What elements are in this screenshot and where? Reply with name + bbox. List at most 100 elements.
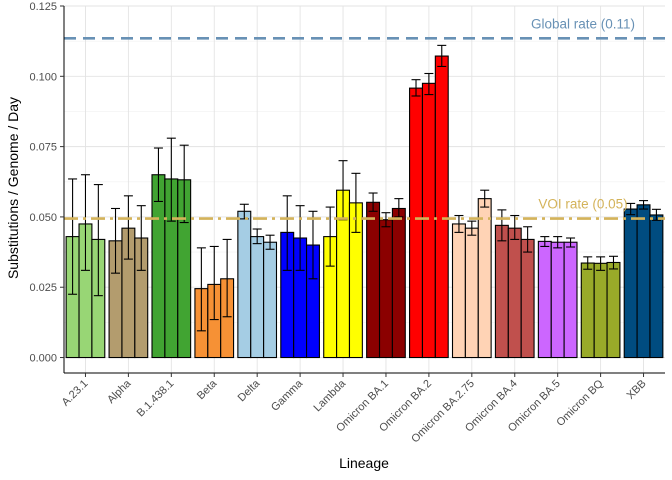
bar bbox=[550, 241, 565, 359]
bar bbox=[649, 214, 664, 359]
x-tick-label: Beta bbox=[195, 377, 220, 402]
error-bar bbox=[437, 44, 447, 68]
x-tick-label: Gamma bbox=[269, 377, 306, 414]
error-bar bbox=[68, 178, 78, 295]
reference-line-label: Global rate (0.11) bbox=[531, 16, 635, 31]
x-axis-title: Lineage bbox=[339, 455, 389, 471]
error-bar bbox=[196, 247, 206, 332]
y-tick-label: 0.075 bbox=[29, 142, 57, 154]
error-bar bbox=[295, 205, 305, 271]
error-bar bbox=[608, 255, 618, 270]
error-bar bbox=[136, 205, 146, 271]
reference-line-label: VOI rate (0.05) bbox=[538, 197, 627, 212]
bar bbox=[409, 87, 424, 359]
error-bar bbox=[480, 189, 490, 208]
error-bar bbox=[282, 195, 292, 271]
bar-group bbox=[623, 200, 664, 359]
bar bbox=[151, 174, 166, 359]
error-bar bbox=[265, 234, 275, 250]
y-tick-label: 0.025 bbox=[29, 282, 57, 294]
error-bar bbox=[566, 237, 576, 248]
error-bar bbox=[351, 172, 361, 233]
bar bbox=[263, 241, 278, 359]
error-bar bbox=[626, 202, 636, 216]
bar-group bbox=[237, 203, 278, 359]
bar bbox=[477, 198, 492, 359]
x-tick-label: XBB bbox=[625, 378, 649, 402]
error-bar bbox=[394, 198, 404, 218]
error-bar bbox=[523, 226, 533, 253]
bar-group bbox=[537, 236, 578, 359]
x-tick-label: Omicron BQ bbox=[554, 377, 606, 429]
bar bbox=[237, 210, 252, 359]
error-bar bbox=[93, 184, 103, 297]
bar bbox=[606, 261, 621, 359]
bar-group bbox=[409, 44, 449, 359]
error-bar bbox=[411, 79, 421, 97]
bar-group bbox=[366, 192, 406, 359]
bar bbox=[391, 207, 406, 359]
bar bbox=[636, 204, 651, 359]
bar-group bbox=[280, 195, 320, 359]
bar-group bbox=[580, 255, 621, 359]
bar bbox=[250, 236, 265, 359]
bars bbox=[65, 44, 664, 359]
error-bar bbox=[368, 192, 378, 212]
bar-group bbox=[494, 209, 535, 359]
error-bar bbox=[424, 72, 434, 96]
bar bbox=[434, 55, 449, 359]
bar bbox=[623, 208, 638, 359]
x-tick-label: B.1.438.1 bbox=[135, 378, 177, 420]
error-bar bbox=[596, 256, 606, 271]
error-bar bbox=[454, 214, 464, 233]
bar-group bbox=[194, 238, 235, 359]
bar-group bbox=[151, 137, 192, 359]
x-tick-label: Delta bbox=[236, 377, 263, 404]
bar bbox=[421, 82, 436, 359]
error-bar bbox=[639, 200, 649, 210]
y-axis-title: Substitutions / Genome / Day bbox=[5, 97, 21, 279]
y-tick-label: 0.050 bbox=[29, 212, 57, 224]
error-bar bbox=[325, 206, 335, 267]
bar bbox=[366, 201, 381, 359]
y-tick-label: 0.100 bbox=[29, 71, 57, 83]
error-bar bbox=[467, 220, 477, 236]
bar bbox=[563, 241, 578, 359]
bar bbox=[494, 224, 509, 359]
error-bar bbox=[510, 214, 520, 240]
error-bar bbox=[497, 209, 507, 242]
bar bbox=[537, 240, 552, 359]
bar bbox=[593, 262, 608, 359]
x-tick-label: Lambda bbox=[312, 377, 349, 414]
bar-group bbox=[108, 195, 149, 359]
reference-lines: Global rate (0.11) VOI rate (0.05) bbox=[64, 16, 665, 220]
error-bar bbox=[381, 212, 391, 228]
bar-group bbox=[323, 160, 363, 359]
error-bar bbox=[80, 174, 90, 271]
y-tick-label: 0.125 bbox=[29, 1, 57, 13]
error-bar bbox=[111, 207, 121, 274]
error-bar bbox=[153, 147, 163, 203]
bar bbox=[507, 227, 522, 359]
error-bar bbox=[308, 210, 318, 280]
x-tick-label: Alpha bbox=[105, 377, 134, 406]
bar bbox=[520, 238, 535, 359]
error-bar bbox=[651, 208, 661, 221]
error-bar bbox=[166, 137, 176, 222]
bar bbox=[378, 219, 393, 359]
y-tick-label: 0.000 bbox=[29, 353, 57, 365]
error-bar bbox=[179, 144, 189, 224]
error-bar bbox=[252, 228, 262, 245]
error-bar bbox=[583, 256, 593, 270]
x-tick-label: A.23.1 bbox=[60, 378, 91, 409]
error-bar bbox=[209, 245, 219, 321]
bar-group bbox=[65, 174, 106, 359]
bar bbox=[464, 227, 479, 359]
error-bar bbox=[123, 195, 133, 260]
bar-group bbox=[451, 189, 492, 359]
error-bar bbox=[222, 238, 232, 318]
error-bar bbox=[540, 236, 550, 247]
error-bar bbox=[553, 236, 563, 249]
bar bbox=[580, 262, 595, 359]
